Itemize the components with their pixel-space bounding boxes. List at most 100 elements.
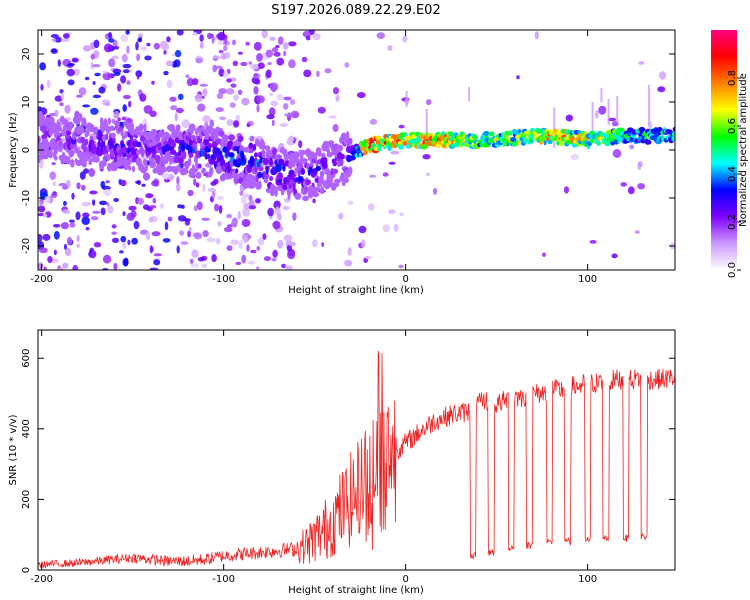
ridge-mark (106, 125, 111, 135)
noise-blob (72, 264, 79, 270)
ridge-mark (275, 163, 282, 173)
noise-blob (202, 88, 208, 97)
ridge-mark (237, 135, 244, 142)
x-tick-label: 100 (578, 574, 597, 585)
noise-blob (266, 114, 275, 120)
noise-blob (50, 48, 58, 54)
noise-blob (149, 110, 157, 118)
ridge-mark (63, 119, 69, 126)
ridge-mark (173, 166, 179, 175)
noise-blob (159, 203, 165, 209)
noise-blob (248, 61, 252, 65)
noise-blob (42, 233, 51, 241)
ridge-mark (57, 126, 63, 132)
streak (591, 102, 594, 142)
noise-blob (376, 32, 385, 39)
noise-blob (199, 34, 204, 42)
streak (405, 91, 408, 108)
noise-blob (246, 123, 251, 128)
noise-blob (164, 221, 169, 231)
noise-blob (176, 30, 184, 36)
noise-blob (64, 104, 71, 114)
ridge-mark (106, 156, 111, 161)
noise-blob (120, 75, 127, 84)
ridge-mark (293, 152, 300, 159)
noise-blob (344, 259, 353, 267)
noise-blob (177, 215, 187, 222)
ridge-mark (81, 117, 87, 127)
noise-blob (76, 182, 81, 190)
noise-blob (276, 57, 285, 66)
noise-blob (285, 265, 293, 270)
ridge-mark (149, 160, 157, 169)
noise-blob (54, 36, 62, 43)
noise-blob (67, 63, 76, 66)
noise-blob (235, 261, 242, 266)
noise-blob (230, 239, 239, 245)
noise-blob (212, 55, 222, 60)
noise-blob (290, 110, 300, 119)
noise-blob (166, 36, 171, 43)
ridge-mark (335, 180, 340, 188)
ridge-mark (259, 158, 263, 164)
noise-blob (99, 200, 108, 206)
noise-blob (177, 204, 183, 209)
ridge-mark (241, 152, 245, 162)
noise-blob (218, 205, 223, 214)
ridge-mark (215, 165, 223, 174)
noise-blob (369, 174, 377, 178)
noise-blob (283, 234, 293, 242)
noise-blob (159, 40, 168, 50)
noise-blob (121, 53, 128, 63)
noise-blob (94, 72, 101, 77)
ridge-mark (121, 135, 125, 141)
noise-blob (63, 200, 67, 206)
noise-blob (247, 260, 256, 265)
ridge-mark (143, 123, 147, 133)
noise-blob (426, 172, 431, 177)
noise-blob (81, 202, 90, 207)
snr-background (38, 330, 675, 570)
y-tick-label: 400 (21, 419, 32, 438)
noise-blob (211, 190, 216, 199)
noise-blob (123, 257, 129, 266)
noise-blob (140, 46, 148, 51)
noise-blob (103, 189, 112, 196)
snr-y-label: SNR (10 * v/v) (8, 414, 19, 485)
noise-blob (39, 247, 48, 254)
colorbar-tick-label: 0.4 (727, 166, 738, 182)
noise-blob (82, 45, 92, 52)
noise-blob (534, 31, 539, 40)
noise-blob (382, 224, 390, 233)
colorbar-label: Normalized spectral amplitude (738, 73, 749, 227)
noise-blob (657, 86, 666, 93)
colorbar-gradient (711, 30, 737, 270)
ridge-mark (332, 160, 338, 167)
noise-blob (240, 61, 248, 67)
noise-blob (637, 183, 645, 190)
ridge-mark (228, 134, 236, 141)
noise-blob (42, 213, 48, 218)
noise-blob (113, 46, 120, 50)
colorbar-ticks: 0.0 0.2 0.4 0.6 0.8 (727, 70, 741, 278)
ridge-mark (360, 146, 366, 152)
ridge-mark (233, 177, 240, 184)
noise-blob (277, 36, 284, 45)
noise-blob (135, 41, 139, 51)
ridge-mark (45, 141, 51, 148)
noise-blob (58, 183, 68, 187)
ridge-mark (188, 139, 194, 147)
noise-blob (256, 104, 260, 113)
noise-blob (102, 70, 108, 74)
noise-blob (272, 47, 279, 53)
noise-blob (256, 246, 261, 251)
noise-blob (62, 185, 69, 190)
noise-blob (347, 200, 354, 206)
noise-blob (66, 236, 73, 245)
noise-blob (76, 243, 81, 248)
x-tick-label: -200 (30, 274, 53, 285)
noise-blob (122, 94, 131, 100)
ridge-mark (317, 150, 322, 157)
noise-blob (179, 230, 185, 236)
